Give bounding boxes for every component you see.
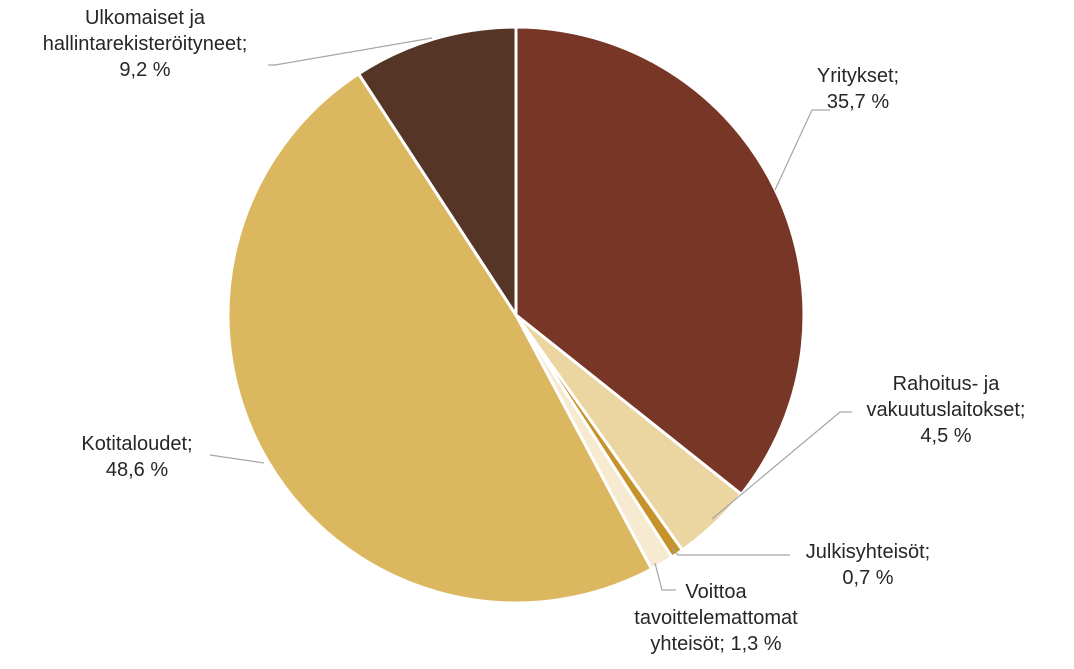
data-label-yritykset: Yritykset; 35,7 % (817, 65, 899, 113)
data-label-line: 35,7 % (827, 91, 889, 113)
leader-line-kotitaloudet (209, 454, 265, 464)
data-label-line: 48,6 % (106, 459, 168, 481)
data-label-line: Voittoa (685, 581, 747, 603)
leader-lines (209, 37, 852, 591)
data-label-voittoa-tavoittelemattomat-yhteisot: Voittoa tavoittelemattomat yhteisöt; 1,3 % (634, 581, 798, 655)
data-label-line: Ulkomaiset ja (85, 7, 206, 29)
pie-slice-kotitaloudet (226, 72, 654, 605)
leader-line-yritykset (774, 109, 830, 191)
data-label-line: Rahoitus- ja (893, 373, 1001, 395)
leader-line-rahoitus-ja-vakuutuslaitokset (711, 411, 852, 520)
data-label-line: vakuutuslaitokset; (867, 399, 1026, 421)
data-label-line: Kotitaloudet; (81, 433, 192, 455)
pie-slice-ulkomaiset-ja-hallintarekisteroityneet (357, 25, 518, 317)
data-label-rahoitus-ja-vakuutuslaitokset: Rahoitus- ja vakuutuslaitokset; 4,5 % (867, 373, 1026, 447)
data-label-line: hallintarekisteröityneet; (43, 33, 248, 55)
data-label-line: 0,7 % (842, 567, 893, 589)
data-label-line: 4,5 % (920, 425, 971, 447)
leader-line-ulkomaiset-ja-hallintarekisteroityneet (268, 37, 433, 66)
data-label-line: Yritykset; (817, 65, 899, 87)
leader-line-julkisyhteisot (671, 547, 790, 556)
data-label-line: Julkisyhteisöt; (806, 541, 931, 563)
data-labels: Yritykset; 35,7 % Rahoitus- ja vakuutuslait… (43, 7, 1026, 655)
data-label-line: 9,2 % (119, 59, 170, 81)
data-label-line: tavoittelemattomat (634, 607, 798, 629)
data-label-kotitaloudet: Kotitaloudet; 48,6 % (81, 433, 192, 481)
leader-line-voittoa-tavoittelemattomat-yhteisot (654, 562, 676, 591)
pie-slices (226, 25, 806, 605)
data-label-line: yhteisöt; 1,3 % (650, 633, 781, 655)
data-label-ulkomaiset-ja-hallintarekisteroityneet: Ulkomaiset ja hallintarekisteröityneet; 9,… (43, 7, 248, 81)
data-label-julkisyhteisot: Julkisyhteisöt; 0,7 % (806, 541, 931, 589)
